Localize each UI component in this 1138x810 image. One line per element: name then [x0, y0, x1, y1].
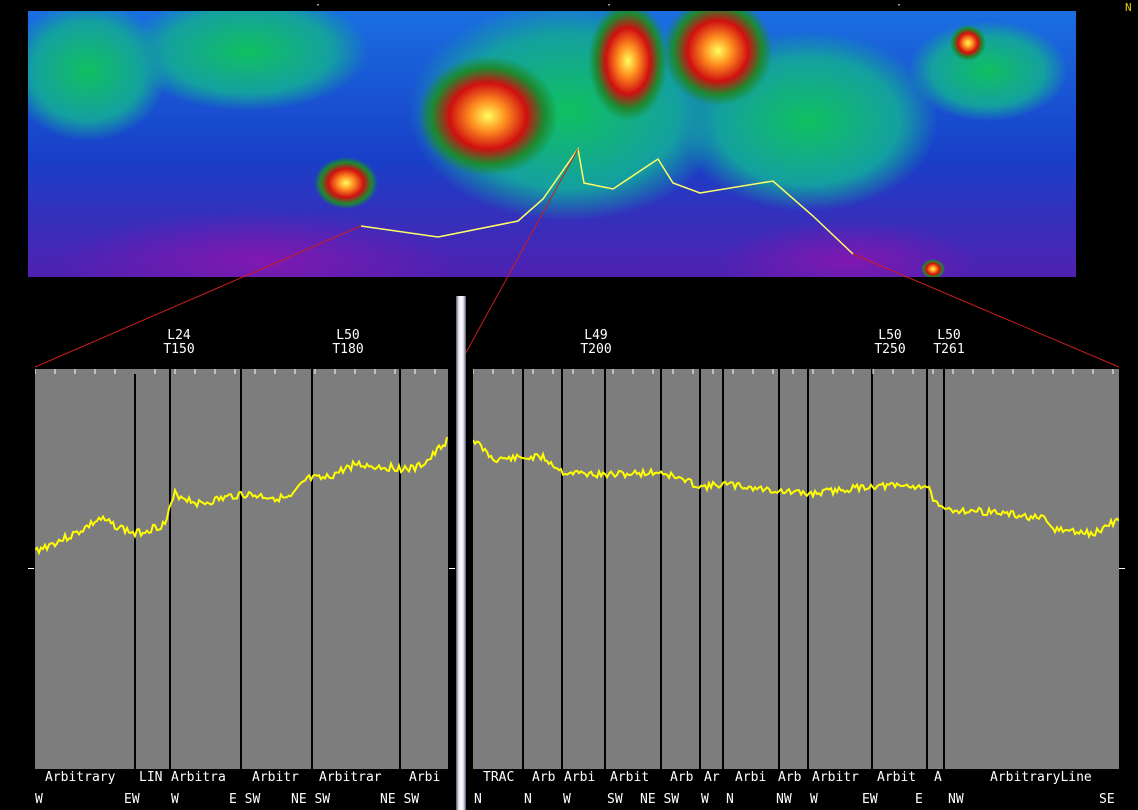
right-segment-name-9: Arbit	[877, 770, 917, 785]
left-segment-name-5: Arbi	[409, 770, 441, 785]
right-segment-name-3: Arbit	[610, 770, 650, 785]
right-segment-name-6: Arbi	[735, 770, 767, 785]
right-direction-6: N	[726, 792, 734, 807]
right-direction-0: N	[474, 792, 482, 807]
right-segment-name-1: Arb	[532, 770, 556, 785]
right-direction-5: W	[701, 792, 709, 807]
right-profile-panel[interactable]	[472, 369, 1120, 769]
right-direction-4: NE SW	[640, 792, 680, 807]
right-direction-10: E	[915, 792, 923, 807]
left-profile-panel[interactable]	[34, 369, 448, 769]
left-direction-3: E SW	[229, 792, 261, 807]
left-direction-4: NE SW	[291, 792, 331, 807]
right-axis-tick	[1119, 568, 1125, 569]
header-trace: T200	[580, 342, 612, 357]
right-direction-11: NW	[948, 792, 964, 807]
right-direction-7: NW	[776, 792, 792, 807]
left-direction-5: NE SW	[380, 792, 420, 807]
header-trace: T150	[163, 342, 195, 357]
header-trace: T180	[332, 342, 364, 357]
panel-divider[interactable]	[456, 296, 466, 810]
right-direction-8: W	[810, 792, 818, 807]
header-trace: T261	[933, 342, 965, 357]
right-header-2: L50 T261	[927, 329, 971, 357]
right-direction-12: SE	[1099, 792, 1115, 807]
right-direction-9: EW	[862, 792, 878, 807]
left-axis-tick-right	[449, 568, 455, 569]
map-tick-top-2: ·	[606, 0, 613, 11]
header-line: L50	[336, 328, 360, 343]
right-segment-name-4: Arb	[670, 770, 694, 785]
left-segment-name-2: Arbitra	[171, 770, 226, 785]
right-segment-name-11: ArbitraryLine	[990, 770, 1092, 785]
right-header-1: L50 T250	[868, 329, 912, 357]
header-line: L50	[878, 328, 902, 343]
right-profile-trace	[472, 439, 1120, 540]
header-line: L49	[584, 328, 608, 343]
header-trace: T250	[874, 342, 906, 357]
left-direction-2: W	[171, 792, 179, 807]
left-segment-name-1: LIN	[139, 770, 163, 785]
right-segment-name-2: Arbi	[564, 770, 596, 785]
right-profile-chart	[472, 369, 1120, 769]
right-direction-1: N	[524, 792, 532, 807]
left-direction-0: W	[35, 792, 43, 807]
left-segment-name-4: Arbitrar	[319, 770, 382, 785]
right-direction-3: SW	[607, 792, 623, 807]
right-segment-name-0: TRAC	[483, 770, 515, 785]
map-tick-top-3: ·	[896, 0, 903, 11]
right-segment-name-5: Ar	[704, 770, 720, 785]
left-profile-chart	[34, 369, 448, 769]
left-direction-1: EW	[124, 792, 140, 807]
left-profile-trace	[34, 436, 448, 556]
left-header-0: L24 T150	[157, 329, 201, 357]
right-segment-name-8: Arbitr	[812, 770, 859, 785]
left-axis-tick	[28, 568, 34, 569]
right-segment-name-10: A	[934, 770, 942, 785]
right-segment-name-7: Arb	[778, 770, 802, 785]
left-header-1: L50 T180	[326, 329, 370, 357]
right-direction-2: W	[563, 792, 571, 807]
left-segment-name-3: Arbitr	[252, 770, 299, 785]
north-arrow-icon: N	[1125, 1, 1132, 14]
left-segment-name-0: Arbitrary	[45, 770, 116, 785]
right-header-0: L49 T200	[574, 329, 618, 357]
header-line: L50	[937, 328, 961, 343]
map-tick-top-1: ·	[315, 0, 322, 11]
elevation-map[interactable]	[28, 11, 1076, 277]
header-line: L24	[167, 328, 191, 343]
